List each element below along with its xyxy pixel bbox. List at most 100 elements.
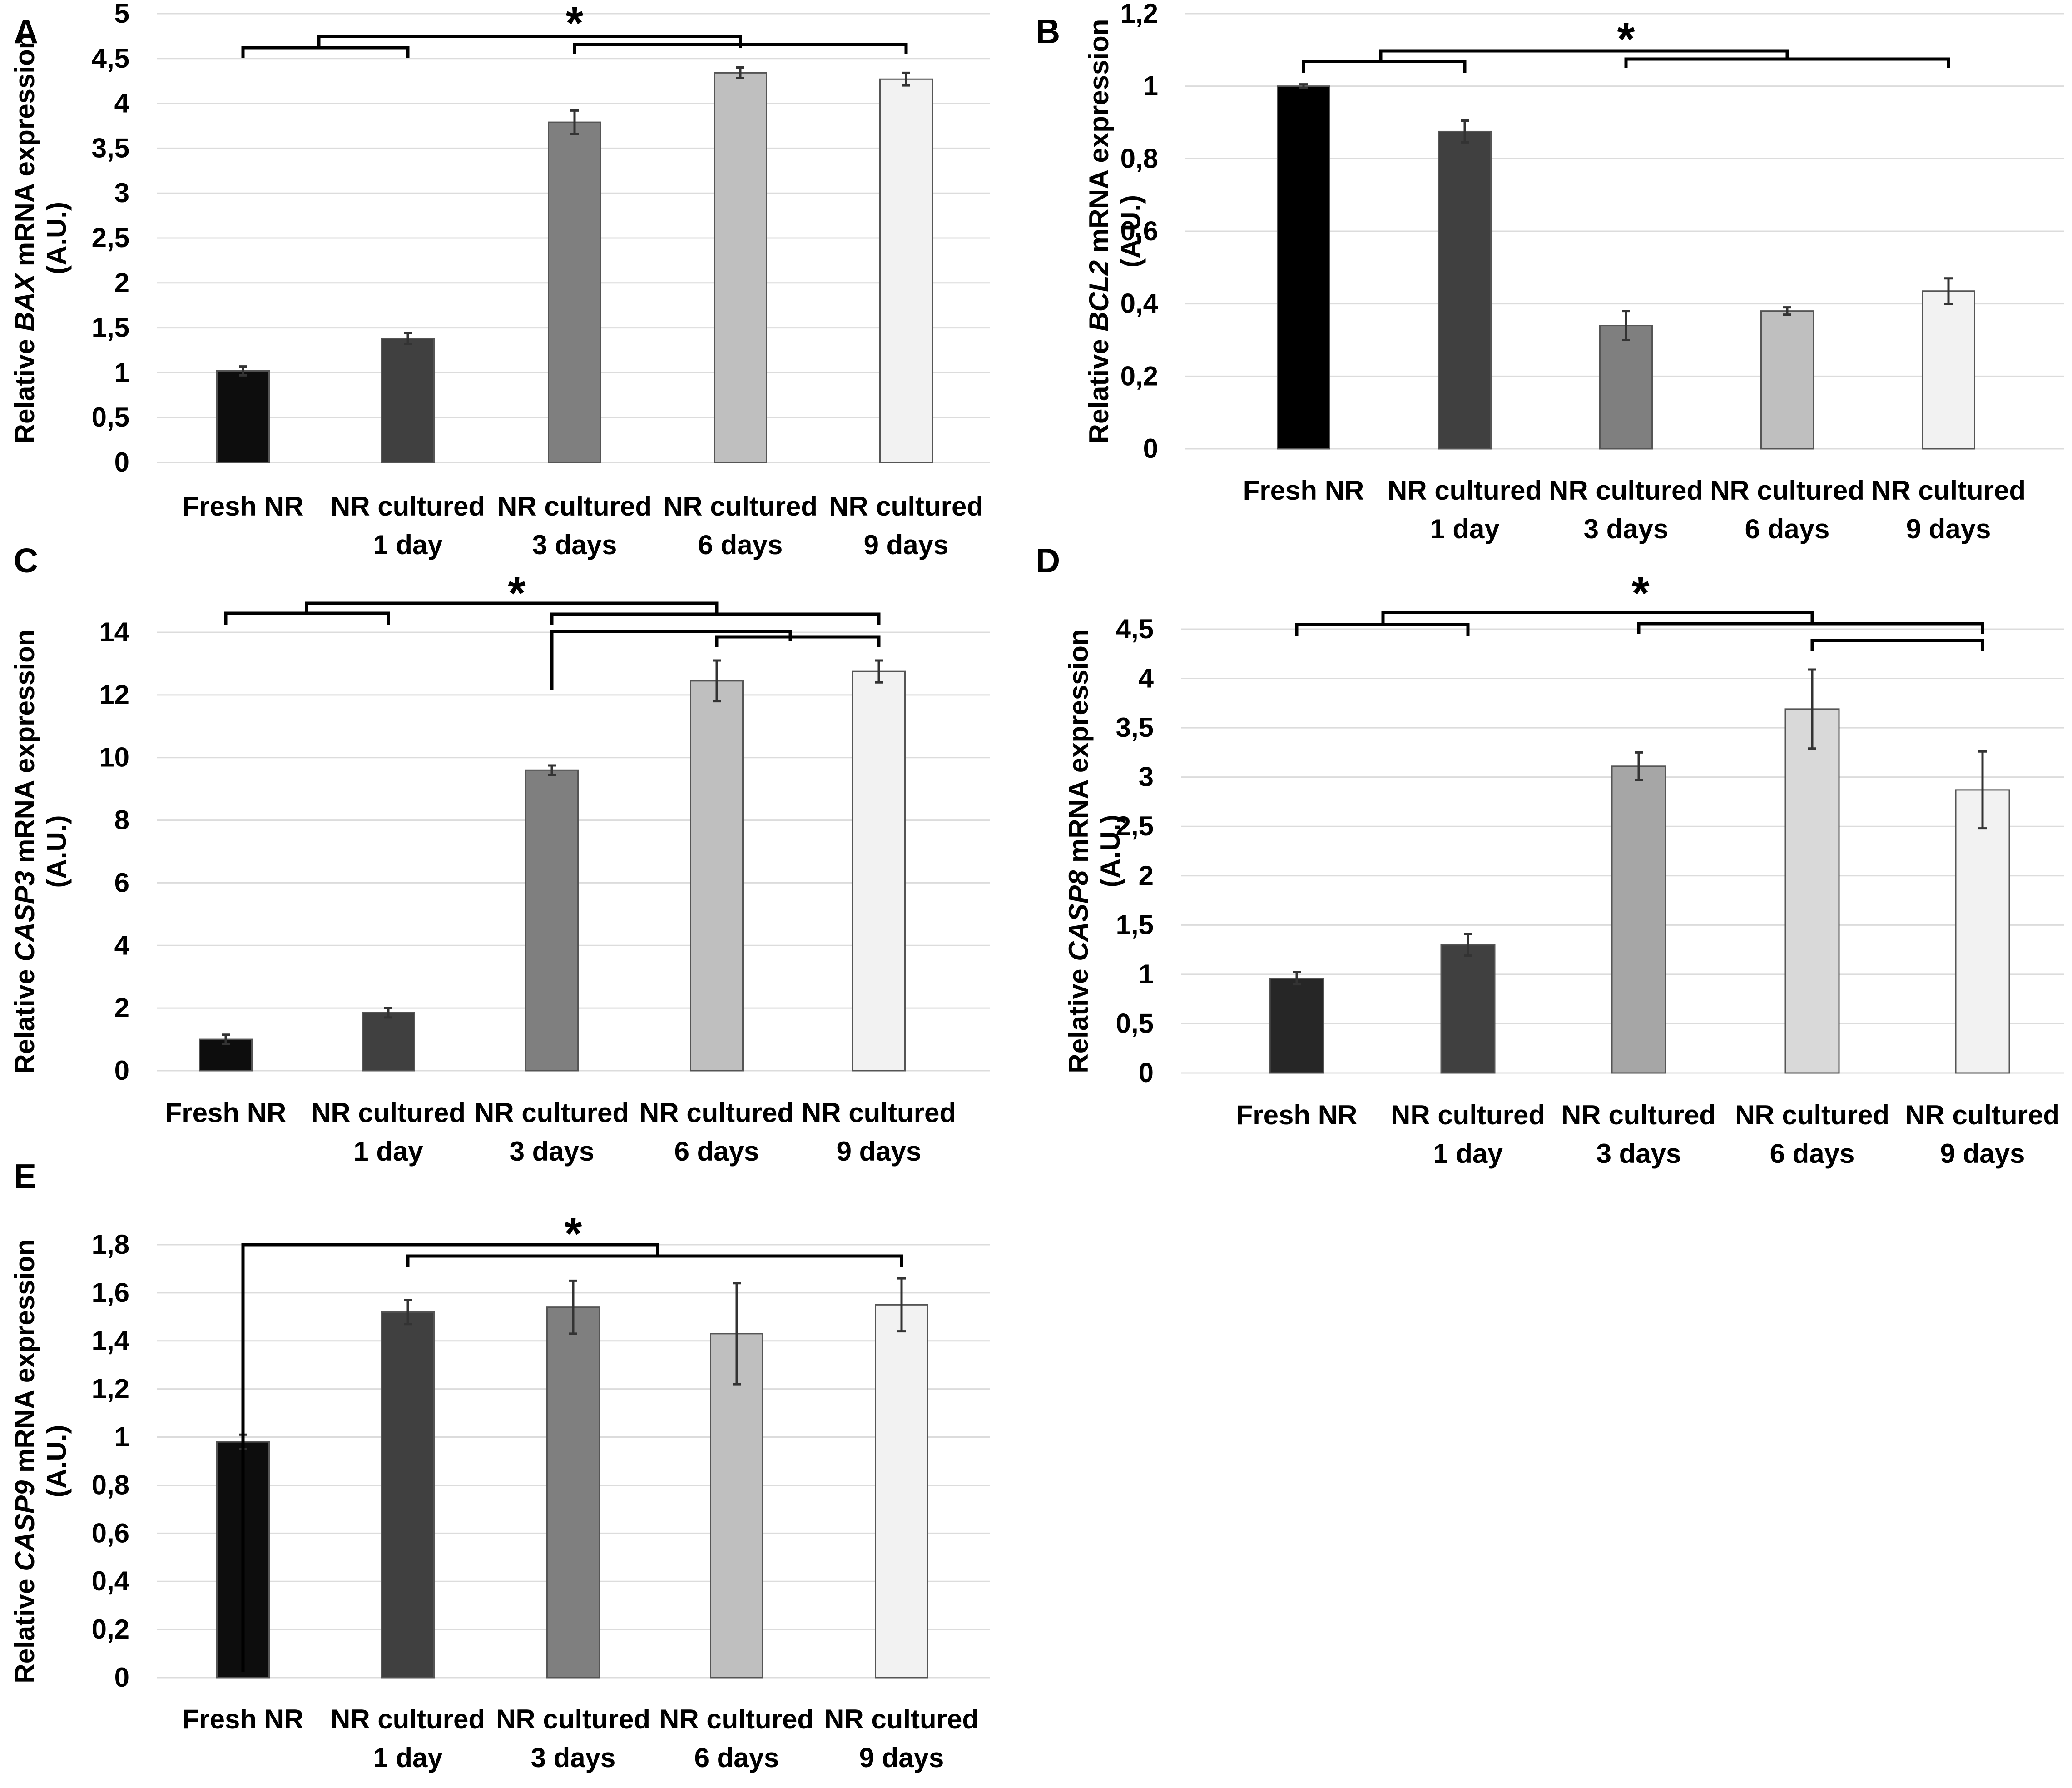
y-tick-label: 0,5 (1116, 1008, 1154, 1038)
y-tick-label: 4 (114, 930, 130, 960)
y-axis-label: Relative CASP9 mRNA expression (10, 1239, 40, 1683)
significance-bracket (1379, 49, 1789, 61)
significance-bracket (406, 1254, 903, 1267)
bar (1922, 290, 1975, 450)
category-label: NR cultured (1391, 1100, 1545, 1130)
y-tick-label: 4,5 (92, 43, 129, 74)
category-label: NR cultured (1549, 475, 1703, 506)
category-label: NR cultured (1710, 475, 1864, 506)
y-tick-label: 3,5 (1116, 712, 1154, 743)
y-tick-label: 2 (114, 268, 129, 298)
significance-bracket (1302, 60, 1467, 73)
bar (710, 1333, 763, 1679)
category-label: 1 day (373, 1743, 443, 1773)
y-tick-label: 8 (114, 805, 129, 835)
y-tick-label: 3,5 (92, 133, 129, 163)
significance-bracket (1637, 622, 1984, 634)
significance-bracket (573, 43, 908, 54)
bar (1438, 130, 1492, 450)
y-tick-label: 12 (99, 680, 129, 710)
category-label: 1 day (1433, 1138, 1503, 1169)
y-axis-label: Relative BAX mRNA expression (10, 33, 40, 444)
y-tick-label: 0,5 (92, 402, 129, 432)
category-label: Fresh NR (1236, 1100, 1358, 1130)
y-tick-label: 4 (1139, 663, 1154, 694)
y-tick-label: 2,5 (1116, 811, 1154, 841)
y-tick-label: 1,6 (92, 1277, 129, 1308)
y-tick-label: 6 (114, 867, 129, 898)
significance-bracket (1381, 611, 1814, 625)
y-tick-label: 0,4 (1120, 288, 1159, 319)
panel-letter: D (1036, 541, 1060, 580)
category-label: 3 days (1596, 1138, 1681, 1169)
category-label: NR cultured (829, 491, 983, 522)
y-tick-label: 1,4 (92, 1326, 130, 1356)
bar (362, 1012, 415, 1072)
category-label: 3 days (532, 530, 617, 560)
y-tick-label: 3 (1139, 762, 1154, 792)
y-tick-label: 3 (114, 178, 129, 208)
bar (690, 680, 744, 1072)
panel-d: D 0 0,5 1 1,5 2 2,5 3 3,5 4 4,5 Relative CASP8 mRNA… (1036, 541, 2064, 1169)
y-tick-label: 2 (114, 993, 129, 1023)
y-tick-label: 1,5 (92, 313, 129, 343)
category-label: NR cultured (1735, 1100, 1889, 1130)
panel-c: C 0 2 4 6 8 10 12 14 Relative CASP3 mRNA expressi… (10, 541, 990, 1167)
category-label: 1 day (373, 530, 443, 560)
bar (1440, 944, 1496, 1074)
category-label: Fresh NR (183, 491, 304, 522)
category-label: Fresh NR (183, 1704, 304, 1734)
category-label: NR cultured (496, 1704, 650, 1734)
bar (1611, 765, 1666, 1074)
category-label: NR cultured (497, 491, 652, 522)
category-label: 3 days (1584, 514, 1669, 544)
significance-star: * (1617, 14, 1635, 65)
category-label: 9 days (859, 1743, 944, 1773)
significance-bracket (241, 46, 410, 58)
category-label: NR cultured (824, 1704, 979, 1734)
bar (1269, 978, 1324, 1074)
category-label: NR cultured (331, 491, 485, 522)
y-tick-label: 0 (114, 1662, 129, 1693)
category-label: NR cultured (311, 1098, 466, 1128)
significance-star: * (508, 568, 526, 619)
category-label: 6 days (698, 530, 783, 560)
y-tick-label: 0,6 (92, 1518, 129, 1548)
significance-bracket (317, 35, 742, 48)
y-axis-unit: (A.U.) (41, 202, 72, 274)
category-label: 1 day (353, 1136, 423, 1167)
category-label: NR cultured (331, 1704, 485, 1734)
category-label: 3 days (510, 1136, 595, 1167)
category-label: NR cultured (802, 1098, 956, 1128)
category-label: 9 days (1906, 514, 1991, 544)
bar (525, 769, 579, 1072)
significance-bracket (1624, 57, 1950, 68)
bar (546, 1306, 600, 1679)
y-tick-label: 0 (114, 1055, 129, 1086)
significance-bracket (305, 601, 719, 613)
y-tick-label: 0,8 (1120, 143, 1158, 174)
category-label: NR cultured (1561, 1100, 1716, 1130)
category-label: NR cultured (659, 1704, 814, 1734)
significance-star: * (1632, 568, 1650, 619)
bar (548, 121, 601, 463)
significance-bracket (550, 630, 792, 690)
panel-letter: E (14, 1157, 36, 1195)
y-tick-label: 14 (99, 617, 129, 647)
y-tick-label: 1 (114, 1422, 129, 1452)
category-label: NR cultured (1871, 475, 2026, 506)
category-label: 3 days (531, 1743, 616, 1773)
category-label: NR cultured (1388, 475, 1542, 506)
y-tick-label: 0 (114, 447, 129, 477)
y-tick-label: 1,2 (1120, 0, 1158, 29)
y-axis-unit: (A.U.) (41, 1425, 72, 1498)
y-tick-label: 0,6 (1120, 216, 1158, 246)
y-axis-unit: (A.U.) (1095, 815, 1125, 888)
bar (216, 370, 270, 463)
significance-star: * (566, 0, 584, 49)
y-tick-label: 1 (1143, 71, 1158, 101)
y-tick-label: 0,2 (92, 1614, 129, 1644)
significance-star: * (565, 1208, 582, 1259)
